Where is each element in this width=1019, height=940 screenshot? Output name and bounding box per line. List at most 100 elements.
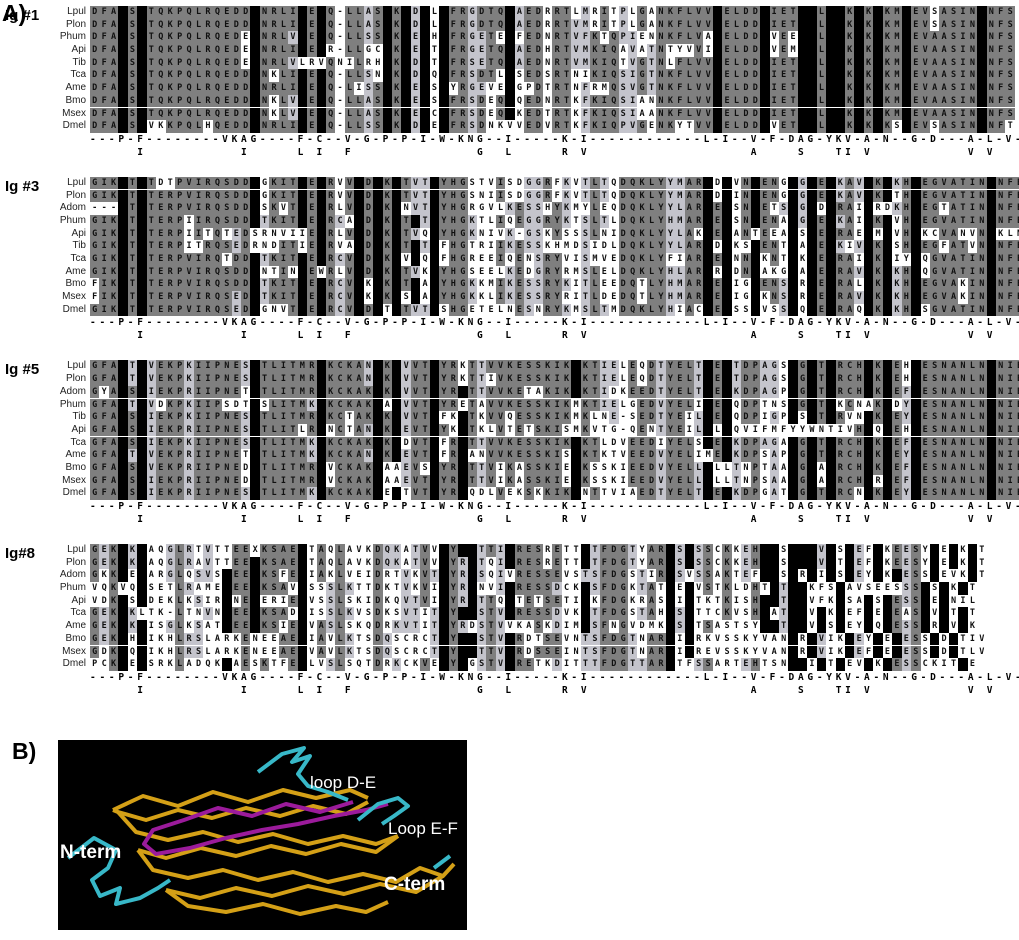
- alignment-row: Lpul G F A T V E K P K I I P N E S T L I T M R K C K A N K V V T Y R K T T V…: [50, 360, 1019, 374]
- species-label: Lpul: [67, 360, 86, 372]
- loop-de-label: loop D-E: [310, 773, 376, 792]
- species-label: Ame: [65, 449, 86, 461]
- alignment-row: Ame D F A S T Q K P Q L R Q E D D N R L I E Q - L I S S K E S Y R G E V E G P…: [50, 82, 1019, 95]
- alignment-row: Dmel G I K T T E R P V I R Q S E D G N V T E R C V D T T V T S H G E T E L N…: [50, 303, 1019, 317]
- species-label: Msex: [62, 645, 86, 657]
- alignment-row: Tca G F A S I E K P K I I P N E S T L I T M K K C K A K K D V T F R T T V V K…: [50, 436, 1019, 450]
- consensus-line-2: I I L I F G L R V A S TI V V V: [90, 684, 1019, 696]
- backbone-gold: [112, 788, 456, 916]
- alignment-row: Tib G I K T T E R P I T R Q S E D R N D I T I E R V A D K T T F H G T R I I K…: [50, 240, 1019, 253]
- alignment-row: Adom G K K E A R G L Q S V S E E K S F E I A K L V E I D R T V K V T Y R S Q…: [50, 569, 1019, 582]
- alignment-row: Api G F A S I E K P R I I P N E S T L I T L R N C T A N K E V T Y K T K L V T…: [50, 423, 1019, 437]
- alignment-row: Lpul G E K K A Q G L R T V T T E E X K S A E T A Q L A V K D Q K A T V V Y T…: [50, 544, 1019, 557]
- protein-structure-panel: loop D-E Loop E-F N-term C-term: [58, 740, 467, 930]
- alignment-row: Tca D F A S T Q K P Q L R Q E D D N K L I E Q - L L S N K D Q F R S D T L S E…: [50, 69, 1019, 83]
- alignment-row: Msex F I K T T E R P V I R Q S E D T K I T E R C V K K S A Y H G K K L I K E…: [50, 291, 1019, 304]
- alignment-row: Plon D F A S T Q K P Q L R Q E D D N R L I E Q - L L A S K D L F R G D T Q A…: [50, 18, 1019, 32]
- alignment-row: Tca G E K K L T K - L T N V N E E K S A D I S S L K V S D K S V T I T Y S T V…: [50, 607, 1019, 621]
- alignment-row: Bmo G E K H I K H L R S L A R K E N E E A E I A V L K T S D Q S C R C T Y S T…: [50, 632, 1019, 646]
- c-term-label: C-term: [384, 874, 445, 895]
- alignment-row: Plon G I K T T E R P V I R Q S D D G K I T E R V V D K T V T Y H G S N I I S…: [50, 189, 1019, 203]
- consensus-line-2: I I L I F G L R V A S TI V V V: [90, 514, 1019, 525]
- species-label: Phum: [59, 31, 86, 43]
- species-label: Dmel: [62, 120, 86, 132]
- alignment-row: Dmel D F A S V K K P Q L H Q E D D N R L I E Q - L L S S K D E F R S D N K V…: [50, 120, 1019, 133]
- species-label: Ame: [65, 82, 86, 94]
- species-label: Api: [71, 423, 86, 435]
- alignment-row: Lpul G I K T T D T P V I R Q S D D G K I T E R V V D K T V T Y H G S T V I S…: [50, 176, 1019, 190]
- alignment-block: Ig #5 Lpul G F A T V E K P K I I P N E S T L I T M R K C K A N K V V T Y…: [0, 360, 1019, 526]
- species-label: Tca: [70, 436, 86, 448]
- species-label: Dmel: [62, 303, 86, 315]
- species-label: Tib: [72, 411, 86, 423]
- alignment-block: Ig#8 Lpul G E K K A Q G L R T V T T E E X K S A E T A Q L A V K D Q K A T…: [0, 544, 1019, 697]
- alignment-row: Plon G F A T V E K P K I I P N E S T L I T M R K C K A N K V V T Y R K T T I…: [50, 373, 1019, 386]
- alignment-row: Tib G F A S I E K P K I I P N E S T L I T M R K C T A K K V V T F K T K V V Q…: [50, 411, 1019, 424]
- alignment-row: Msex D F A S T Q K P Q L R Q E D D N K L V E Q - L L A S K E C F R S D E Q K…: [50, 107, 1019, 121]
- alignment-row: Bmo D F A S T Q K P Q L R Q E D D N K L V E Q - L L A S K E S F R S D E Q Q E…: [50, 94, 1019, 108]
- species-label: Dmel: [62, 487, 86, 499]
- loop-ef-label: Loop E-F: [388, 819, 458, 838]
- species-label: Api: [71, 227, 86, 239]
- species-label: Msex: [62, 291, 86, 303]
- alignment-row: Dmel G F A S I E K P R I I P N E S T L I T M K K C K A K E T V T Y R Q D L V…: [50, 487, 1019, 500]
- alignment-row: Bmo G F A S V E K P R I I P N E D T L I T M R V C K A K A A E V S Y R T T V I…: [50, 461, 1019, 475]
- species-label: Lpul: [67, 6, 86, 17]
- panel-a-alignments: Ig #1 Lpul D F A S T Q K P Q L R Q E D D N R L I E Q - L L A S K D L F R…: [0, 6, 1019, 697]
- species-label: Phum: [59, 582, 86, 594]
- species-label: Ame: [65, 265, 86, 277]
- loops-cyan: [66, 746, 452, 906]
- alignment-row: Ame G F A T V E K P R I I P N E T T L I T M K K C K A N K E V T F R A N V V K…: [50, 449, 1019, 462]
- consensus-line-1: ---P-F--------VKAG----F-C--V-G-P-P-I-W-K…: [90, 671, 1019, 683]
- alignment-row: Adom - - - T T E R P V I R Q S D D S K V T E R L V D K N V T Y H G R G V L K…: [50, 202, 1019, 215]
- species-label: Phum: [59, 214, 86, 226]
- alignment-row: Api V D K S D E K L K S I R N E E R I E V S S L S K I D K Q V T V I Y R T T Q…: [50, 594, 1019, 608]
- alignment-row: Phum G F A T V D K P K I I P S D T S L I T M K K C K A K A V V T Y R E T A V…: [50, 398, 1019, 412]
- alignment-row: Msex G D K Q I K H L R S L A R K E N E E A E V A V L K T S D Q S C R C T Y T…: [50, 645, 1019, 659]
- alignment-row: Api G I K T T E R P I I T Q T E D S R N V I I E R L V D K T V Q Y H G K N I V…: [50, 227, 1019, 241]
- alignment-row: Phum G I K T T E R P I I R Q S D D T K I T E R C A D K T T Y H G K T L I Q E…: [50, 214, 1019, 228]
- species-label: Plon: [65, 373, 86, 385]
- inner-strand-magenta: [142, 800, 389, 856]
- species-label: Lpul: [67, 544, 86, 555]
- alignment-row: Adom G Y A S I E K P R I I P N E T T L I T M R K C K A K K V V T Y R T T V V…: [50, 385, 1019, 399]
- alignment-row: Ame G E K K I S G L K S A T E E K S I E V A S L S K Q D R K V T I T Y R D S T…: [50, 620, 1019, 633]
- alignment-row: Api D F A S T Q K P Q L R Q E D E N R L I E R - L L G C K E T F R G E T Q A E…: [50, 44, 1019, 57]
- alignment-block-title: Ig #3: [5, 177, 40, 195]
- species-label: Tib: [72, 240, 86, 252]
- alignment-row: Tca G I K T T E R P V I R Q T D D T K I T E R C V D K V Q F H G R E E I Q E N…: [50, 253, 1019, 266]
- consensus-line-1: ---P-F--------VKAG----F-C--V-G-P-P-I-W-K…: [90, 133, 1019, 145]
- species-label: Tca: [70, 69, 86, 81]
- panel-b: B) loop: [0, 736, 1019, 936]
- species-label: Dmel: [62, 658, 86, 670]
- panel-a-label: A): [2, 0, 27, 26]
- n-term-label: N-term: [60, 842, 121, 863]
- species-label: Adom: [59, 569, 86, 581]
- species-label: Lpul: [67, 176, 86, 188]
- species-label: Ame: [65, 620, 86, 632]
- alignment-block: Ig #1 Lpul D F A S T Q K P Q L R Q E D D N R L I E Q - L L A S K D L F R…: [0, 6, 1019, 159]
- alignment-row: Msex G F A S I E K P R I I P N E D T L I T M R V C K A K A A E V T Y R T T V…: [50, 474, 1019, 488]
- alignment-row: Dmel P C K E S R K L A D Q K A E S K T F E L V S L S Q T D R K C K V E Y G S…: [50, 658, 1019, 671]
- species-label: Adom: [59, 202, 86, 214]
- species-label: Tca: [70, 607, 86, 619]
- species-label: Plon: [65, 189, 86, 201]
- species-label: Msex: [62, 107, 86, 119]
- alignment-block: Ig #3 Lpul G I K T T D T P V I R Q S D D G K I T E R V V D K T V T Y H G…: [0, 176, 1019, 343]
- alignment-row: Phum V Q K V Q S E T L R A M E E E K S A V S S S L K T T D K T V K V I Y R N…: [50, 582, 1019, 595]
- alignment-row: Bmo F I K T T E R P V I R Q S D D T K I T E R C V K K T A Y H G K K M I K E S…: [50, 278, 1019, 291]
- alignment-block-title: Ig #1: [5, 7, 40, 24]
- species-label: Bmo: [65, 278, 86, 290]
- species-label: Plon: [65, 556, 86, 568]
- species-label: Msex: [62, 474, 86, 486]
- alignment-row: Tib D F A S T Q K P Q L R Q E D E N R L V L R V Q N I L R H K D T F R S E T Q…: [50, 56, 1019, 70]
- species-label: Bmo: [65, 94, 86, 106]
- consensus-line-2: I I L I F G L R V A S TI V V V: [90, 146, 1019, 158]
- alignment-row: Phum D F A S T Q K P Q L R Q E D E N R L V E Q - L L S S K E H F R G E T E F…: [50, 31, 1019, 44]
- species-label: Plon: [65, 18, 86, 30]
- alignment-row: Lpul D F A S T Q K P Q L R Q E D D N R L I E Q - L L A S K D L F R G D T Q A…: [50, 6, 1019, 19]
- species-label: Adom: [59, 385, 86, 397]
- alignment-block-title: Ig#8: [5, 545, 36, 562]
- species-label: Bmo: [65, 632, 86, 644]
- species-label: Tib: [72, 56, 86, 68]
